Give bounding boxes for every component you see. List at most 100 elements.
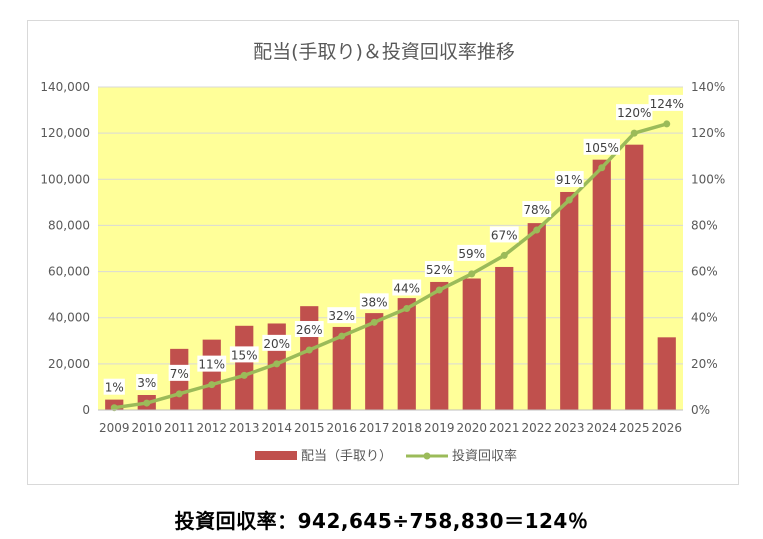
- bar: [365, 313, 384, 410]
- chart-title: 配当(手取り)＆投資回収率推移: [253, 41, 515, 63]
- data-label: 124%: [650, 97, 684, 111]
- x-tick-label: 2016: [326, 421, 357, 435]
- data-label-box: [554, 171, 584, 188]
- bar: [235, 325, 254, 410]
- data-label-box: [168, 364, 190, 381]
- bar: [657, 337, 676, 410]
- x-tick-label: 2023: [554, 421, 585, 435]
- x-tick-label: 2022: [521, 421, 552, 435]
- line-point: [273, 360, 281, 368]
- x-tick-label: 2014: [261, 421, 292, 435]
- line-point: [305, 346, 313, 354]
- data-label-box: [583, 138, 620, 155]
- bar: [495, 266, 514, 410]
- y-right-tick-label: 20%: [691, 357, 718, 371]
- data-label: 59%: [458, 247, 485, 261]
- data-label: 105%: [585, 141, 619, 155]
- line-point: [143, 399, 151, 407]
- data-label: 1%: [105, 381, 124, 395]
- bar: [527, 223, 546, 410]
- data-label: 91%: [556, 173, 583, 187]
- chart-frame: 配当(手取り)＆投資回収率推移 1% 3% 7% 11% 15% 20% 26% 32% 38%…: [27, 20, 739, 485]
- axes: 0 0% 20,000 20% 40,000 40% 60,000 60% 80,000 80% 1…: [40, 80, 725, 435]
- line-point: [533, 226, 541, 234]
- data-label-box: [136, 374, 158, 391]
- data-label: 120%: [617, 106, 651, 120]
- data-labels: 1% 3% 7% 11% 15% 20% 26% 32% 38% 44% 52% 59% 67% 78% 9…: [103, 94, 685, 395]
- line-point: [500, 251, 508, 259]
- line-point: [240, 371, 248, 379]
- data-label-box: [327, 307, 357, 324]
- y-left-tick-label: 40,000: [48, 311, 90, 325]
- data-label: 52%: [426, 263, 453, 277]
- x-tick-label: 2025: [619, 421, 650, 435]
- data-label: 78%: [523, 203, 550, 217]
- line-point: [435, 286, 443, 294]
- bar: [202, 339, 221, 410]
- x-tick-label: 2010: [131, 421, 162, 435]
- x-tick-label: 2024: [586, 421, 617, 435]
- y-right-tick-label: 100%: [691, 172, 725, 186]
- data-label-box: [648, 94, 685, 111]
- data-label: 3%: [137, 376, 156, 390]
- y-right-tick-label: 80%: [691, 218, 718, 232]
- line-point: [338, 332, 346, 340]
- y-left-tick-label: 100,000: [40, 172, 90, 186]
- line-point: [630, 129, 638, 137]
- data-label: 7%: [170, 367, 189, 381]
- data-label: 38%: [361, 295, 388, 309]
- x-tick-label: 2020: [456, 421, 487, 435]
- x-tick-label: 2021: [489, 421, 520, 435]
- y-left-tick-label: 20,000: [48, 357, 90, 371]
- legend-bar-label: 配当（手取り）: [301, 449, 392, 464]
- legend-line-label: 投資回収率: [452, 448, 517, 464]
- data-label-box: [457, 244, 487, 261]
- bar: [592, 159, 611, 410]
- data-label-box: [616, 104, 653, 121]
- line-point: [403, 304, 411, 312]
- data-label-box: [489, 226, 519, 243]
- data-label: 15%: [231, 348, 258, 362]
- data-label: 44%: [393, 281, 420, 295]
- bar: [332, 326, 351, 410]
- y-right-tick-label: 60%: [691, 265, 718, 279]
- data-label: 26%: [296, 323, 323, 337]
- data-label-box: [294, 321, 324, 338]
- data-label-box: [522, 201, 552, 218]
- data-label: 67%: [491, 228, 518, 242]
- bar: [462, 278, 481, 410]
- data-label-box: [103, 378, 125, 395]
- combo-chart: 配当(手取り)＆投資回収率推移 1% 3% 7% 11% 15% 20% 26% 32% 38%…: [40, 41, 725, 464]
- line-point: [110, 404, 118, 412]
- bar: [625, 144, 644, 410]
- x-tick-label: 2018: [391, 421, 422, 435]
- y-right-tick-label: 140%: [691, 80, 725, 94]
- y-right-tick-label: 40%: [691, 311, 718, 325]
- y-right-tick-label: 0%: [691, 403, 710, 417]
- data-label-box: [392, 279, 422, 296]
- data-label: 20%: [263, 337, 290, 351]
- bar: [397, 298, 416, 410]
- x-tick-label: 2026: [651, 421, 682, 435]
- line-point: [565, 196, 573, 204]
- line-point: [175, 390, 183, 398]
- legend-line-marker: [423, 452, 431, 460]
- bar: [560, 191, 579, 410]
- data-label: 32%: [328, 309, 355, 323]
- line-series: [110, 120, 671, 412]
- y-right-tick-label: 120%: [691, 126, 725, 140]
- x-tick-label: 2009: [99, 421, 130, 435]
- y-left-tick-label: 0: [82, 403, 90, 417]
- data-label-box: [229, 346, 259, 363]
- data-label-box: [262, 334, 292, 351]
- data-label-box: [424, 261, 454, 278]
- line-point: [208, 381, 216, 389]
- x-tick-label: 2012: [196, 421, 227, 435]
- legend: 配当（手取り） 投資回収率: [255, 448, 517, 464]
- y-left-tick-label: 140,000: [40, 80, 90, 94]
- data-label-box: [197, 355, 227, 372]
- legend-bar-swatch: [255, 451, 297, 460]
- data-label-box: [359, 293, 389, 310]
- y-left-tick-label: 80,000: [48, 218, 90, 232]
- y-left-tick-label: 120,000: [40, 126, 90, 140]
